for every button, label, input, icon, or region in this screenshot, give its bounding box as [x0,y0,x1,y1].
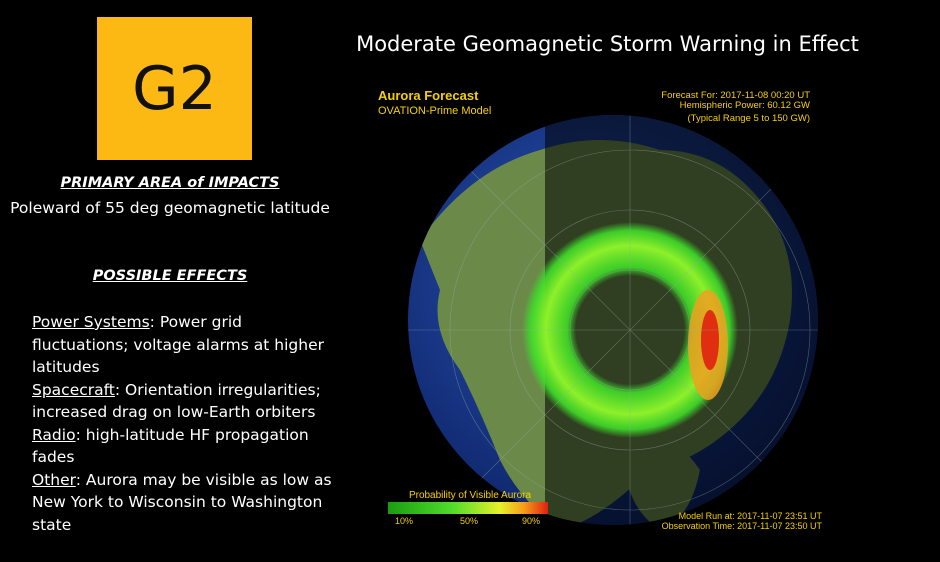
aurora-peak [701,310,719,370]
graticule [408,115,818,525]
map-footer: Model Run at: 2017-11-07 23:51 UT [679,511,823,521]
colorbar [388,502,548,514]
map-info: (Typical Range 5 to 150 GW) [688,113,811,124]
colorbar-title: Probability of Visible Aurora [409,490,532,501]
effect-text: : Aurora may be visible as low as New Yo… [32,470,332,534]
effect-item: Other: Aurora may be visible as low as N… [32,469,332,537]
effect-text: : Orientation irregularities; increased … [32,380,321,422]
map-footer: Observation Time: 2017-11-07 23:50 UT [662,521,823,531]
map-title: Aurora Forecast [378,88,479,103]
effect-text: : Power grid fluctuations; voltage alarm… [32,313,324,376]
effects-list: Power Systems: Power grid fluctuations; … [32,311,332,536]
slide-title: Moderate Geomagnetic Storm Warning in Ef… [356,32,859,56]
effect-term: Power Systems [32,313,150,331]
effect-term: Radio [32,425,76,444]
colorbar-tick: 50% [460,516,478,526]
map-model: OVATION-Prime Model [378,105,491,117]
map-info: Hemispheric Power: 60.12 GW [680,100,810,111]
effect-item: Radio: high-latitude HF propagation fade… [32,424,332,469]
effects-heading: POSSIBLE EFFECTS [92,268,248,284]
badge: G2 [97,17,252,160]
effect-text: : high-latitude HF propagation fades [32,425,309,467]
colorbar-tick: 10% [395,516,413,526]
primary-heading: PRIMARY AREA of IMPACTS [60,175,280,191]
effect-term: Other [32,470,76,489]
colorbar-tick: 90% [522,516,540,526]
effect-term: Spacecraft [32,380,115,399]
effect-item: Power Systems: Power grid fluctuations; … [32,311,332,379]
globe-content [408,115,818,525]
map-info: Forecast For: 2017-11-08 00:20 UT [661,90,810,101]
primary-text: Poleward of 55 deg geomagnetic latitude [10,199,330,217]
effect-item: Spacecraft: Orientation irregularities; … [32,379,332,424]
